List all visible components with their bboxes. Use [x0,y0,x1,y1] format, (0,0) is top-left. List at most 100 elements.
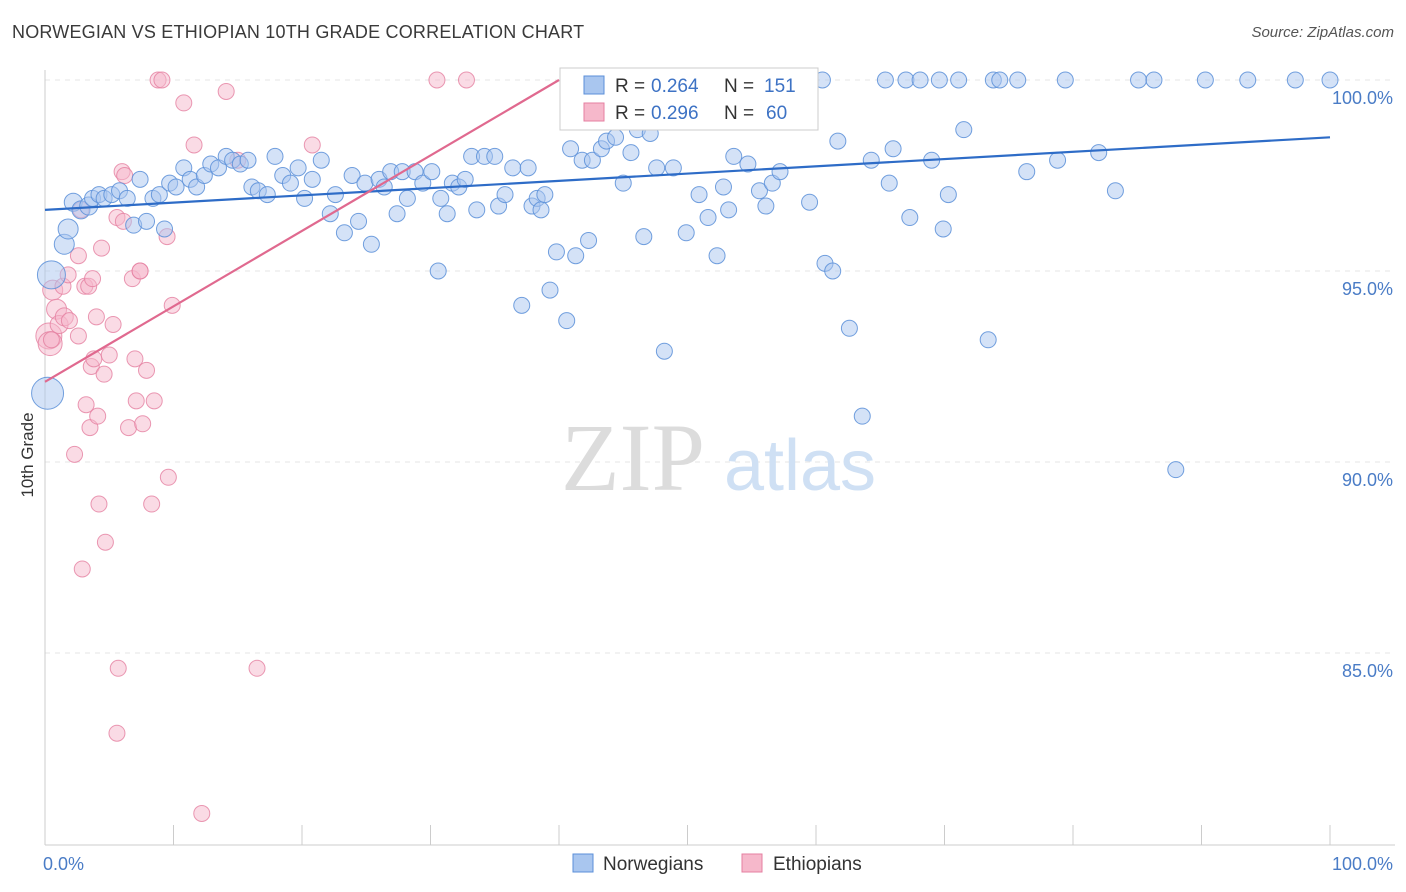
norwegian-point [536,186,554,204]
norwegian-point [1090,144,1108,162]
ethiopian-point [145,392,163,410]
norwegian-point [622,144,640,162]
norwegian-point [1106,182,1124,200]
legend-r-label-norwegians: R = [615,76,645,97]
norwegian-point [950,71,968,89]
norwegian-point [750,182,768,200]
series-legend-swatch-ethiopians [741,853,763,873]
norwegian-point [356,174,374,192]
norwegian-point [258,186,276,204]
legend-r-value-norwegians: 0.264 [651,76,699,97]
norwegian-point [853,407,871,425]
norwegian-point [991,71,1009,89]
legend-n-label-norwegians: N = [724,76,754,97]
norwegian-point [1239,71,1257,89]
y-tick-label-90: 90.0% [1342,470,1393,490]
norwegian-point [312,151,330,169]
ethiopian-point [95,365,113,383]
series-legend-label-norwegians: Norwegians [603,854,703,875]
norwegian-point [558,312,576,330]
ethiopian-point [93,239,111,257]
ethiopian-point [138,361,156,379]
norwegian-point [350,212,368,230]
ethiopian-point [303,136,321,154]
ethiopian-point [193,804,211,822]
norwegian-point [496,186,514,204]
ethiopian-point [96,533,114,551]
y-axis-title: 10th Grade [18,412,37,497]
x-tick-label-0: 0.0% [43,854,84,874]
norwegian-point [690,186,708,204]
ethiopian-point [217,82,235,100]
ethiopian-point [90,495,108,513]
ethiopian-point [69,327,87,345]
ethiopian-point [60,312,78,330]
norwegian-point [939,186,957,204]
ethiopian-point [69,247,87,265]
norwegian-point [1056,71,1074,89]
ethiopian-point [109,659,127,677]
norwegian-point [801,193,819,211]
ethiopian-point [131,262,149,280]
norwegian-point [1049,151,1067,169]
norwegian-point [708,247,726,265]
trend-lines [44,79,1331,383]
ethiopian-point [248,659,266,677]
norwegian-point [36,260,66,290]
x-tick-label-100: 100.0% [1332,854,1393,874]
norwegian-point [57,218,79,240]
norwegian-point [955,121,973,139]
chart-title: NORWEGIAN VS ETHIOPIAN 10TH GRADE CORREL… [12,22,585,42]
ethiopian-point [77,396,95,414]
ethiopian-point [100,346,118,364]
ethiopian-point [126,350,144,368]
ethiopian-point [66,445,84,463]
legend-r-label-ethiopians: R = [615,103,645,124]
norwegian-point [979,331,997,349]
ethiopian-point [175,94,193,112]
norwegian-point [423,163,441,181]
ethiopian-point [127,392,145,410]
norwegian-point [699,209,717,227]
norwegian-point [31,376,65,410]
series-legend-swatch-norwegians [572,853,594,873]
ethiopian-trend-line [44,79,560,383]
norwegian-point [901,209,919,227]
norwegian-point [757,197,775,215]
norwegian-point [911,71,929,89]
norwegian-point [1145,71,1163,89]
norwegian-point [824,262,842,280]
norwegian-point [438,205,456,223]
norwegian-point [414,174,432,192]
legend-r-value-ethiopians: 0.296 [651,103,699,124]
ethiopian-point [143,495,161,513]
ethiopian-point [428,71,446,89]
norwegian-point [567,247,585,265]
norwegian-point [739,155,757,173]
norwegian-point [1321,71,1339,89]
legend-n-value-norwegians: 151 [764,76,796,97]
norwegian-point [131,170,149,188]
norwegian-point [335,224,353,242]
norwegian-point [771,163,789,181]
ethiopian-point [134,415,152,433]
norwegian-point [343,167,361,184]
norwegian-point [562,140,580,158]
watermark-atlas: atlas [724,426,876,506]
ethiopian-point [89,407,107,425]
norwegian-point [429,262,447,280]
norwegian-point [840,319,858,337]
ethiopian-point [104,315,122,333]
norwegian-point [1196,71,1214,89]
y-tick-label-95: 95.0% [1342,279,1393,299]
norwegian-point [1167,461,1185,479]
norwegian-point [862,151,880,169]
ethiopian-point [457,71,475,89]
ethiopian-point [87,308,105,326]
norwegian-point [532,201,550,219]
norwegian-point [1130,71,1148,89]
norwegian-point [547,243,565,261]
ethiopian-point [42,331,60,349]
norwegian-point [664,159,682,177]
